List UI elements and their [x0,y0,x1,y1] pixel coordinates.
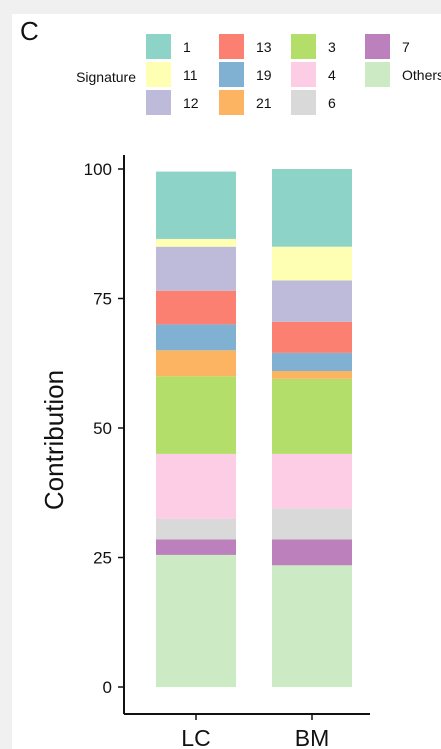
legend-label: 6 [328,95,336,111]
legend-label: 12 [183,95,199,111]
legend-label: 21 [256,95,272,111]
legend-label: 19 [256,67,272,83]
legend-title: Signature [76,69,136,85]
legend-swatch-21 [219,90,244,115]
legend-swatch-1 [146,34,171,59]
legend-label: 7 [402,39,410,55]
bar-segment-LC-6 [156,518,236,540]
bar-segment-LC-19 [156,324,236,351]
bar-segment-BM-21 [272,371,352,379]
bar-segment-LC-3 [156,376,236,454]
bar-segment-LC-12 [156,246,236,291]
y-tick-label: 50 [93,419,112,438]
legend-swatch-4 [291,62,316,87]
y-axis: 0 25 50 75 100 [84,155,125,714]
x-axis: LC BM [124,713,370,749]
legend-label: 1 [183,39,191,55]
bar-segment-LC-13 [156,290,236,325]
legend-label: 11 [183,67,198,83]
bar-segment-BM-6 [272,508,352,540]
legend-label: 3 [328,39,336,55]
legend-swatch-3 [291,34,316,59]
panel-label: C [20,16,39,46]
legend-swatch-19 [219,62,244,87]
legend-swatch-13 [219,34,244,59]
legend-swatch-11 [146,62,171,87]
legend-label: 13 [256,39,272,55]
bar-segment-BM-11 [272,246,352,281]
y-tick-label: 100 [84,160,112,179]
bar-segment-BM-19 [272,352,352,372]
bar-segment-BM-13 [272,321,352,353]
bar-segment-BM-4 [272,453,352,509]
legend-label: Others [402,67,441,83]
bar-segment-BM-12 [272,280,352,322]
legend-label: 4 [328,67,336,83]
bar-segment-BM-3 [272,378,352,454]
y-tick-label: 75 [93,290,112,309]
y-tick-label: 25 [93,549,112,568]
legend-swatch-Others [365,62,390,87]
bar-segment-BM-1 [272,169,352,247]
bar-segment-LC-Others [156,554,236,687]
bars [156,169,352,687]
legend-swatch-7 [365,34,390,59]
bar-segment-LC-7 [156,539,236,555]
y-tick-label: 0 [103,678,112,697]
legend-swatch-6 [291,90,316,115]
bar-segment-BM-Others [272,565,352,687]
bar-segment-LC-4 [156,453,236,519]
x-tick-label: BM [295,725,330,749]
legend-swatch-12 [146,90,171,115]
bar-segment-BM-7 [272,539,352,566]
x-tick-label: LC [181,725,210,749]
y-axis-label: Contribution [39,370,69,510]
bar-segment-LC-21 [156,350,236,377]
bar-segment-LC-11 [156,238,236,247]
bar-segment-LC-1 [156,171,236,239]
